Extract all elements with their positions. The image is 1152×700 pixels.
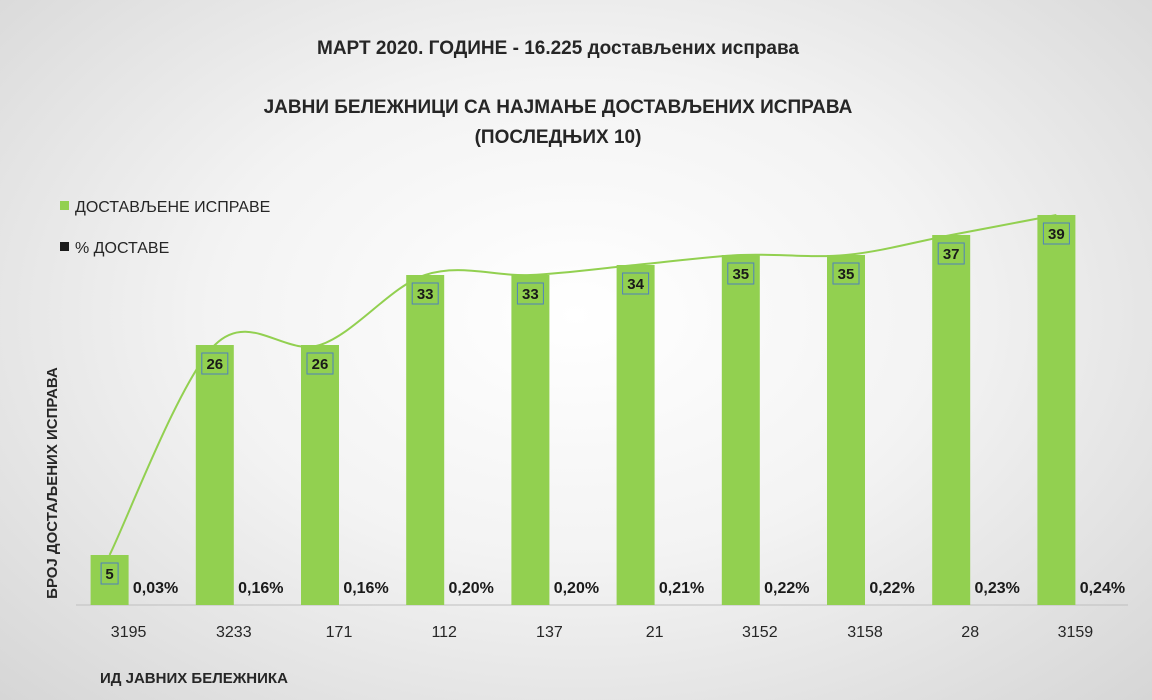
legend-swatch-percent [60,242,69,251]
percent-label-3152: 0,22% [764,580,809,597]
value-label-box-3233 [201,352,229,375]
value-label-box-112 [411,282,439,305]
percent-label-137: 0,20% [554,580,599,597]
value-label-box-171 [306,352,334,375]
percent-labels-group: 0,03% 0,16% 0,16% 0,20% 0,20% 0,21% 0,22% 0,22%… [133,580,1125,597]
bar-3159 [1037,215,1076,605]
value-label-3158: 35 [838,266,855,283]
value-label-box-3159 [1042,222,1070,245]
legend-label-documents: ДОСТАВЉЕНЕ ИСПРАВЕ [75,199,270,216]
value-label-112: 33 [417,286,434,303]
percent-label-21: 0,21% [659,580,704,597]
x-tick-112: 112 [431,624,457,641]
value-label-21: 34 [627,276,644,293]
percent-label-28: 0,23% [975,580,1020,597]
legend-swatch-documents [60,201,69,210]
value-label-box-3158 [832,262,860,285]
value-label-137: 33 [522,286,539,303]
percent-label-171: 0,16% [343,580,388,597]
chart-title: МАРТ 2020. ГОДИНЕ - 16.225 достављених и… [317,38,799,59]
bar-21 [616,265,655,605]
bar-137 [511,275,550,605]
x-ticks-group: 3195 3233 171 112 137 21 3152 3158 28 3159 [111,624,1093,641]
x-tick-3158: 3158 [847,624,883,641]
bar-171 [301,345,339,605]
chart-subtitle-line1: ЈАВНИ БЕЛЕЖНИЦИ СА НАЈМАЊЕ ДОСТАВЉЕНИХ И… [264,97,853,118]
bar-28 [932,235,971,605]
value-label-box-3152 [727,262,755,285]
chart-subtitle-line2: (ПОСЛЕДЊИХ 10) [475,127,642,148]
x-tick-3152: 3152 [742,624,778,641]
bar-3158 [827,255,865,605]
legend: ДОСТАВЉЕНЕ ИСПРАВЕ % ДОСТАВЕ [60,199,270,257]
value-label-171: 26 [312,356,329,373]
value-label-box-3195 [100,562,119,585]
bar-3152 [721,255,760,605]
value-label-3233: 26 [206,356,223,373]
bars-group [90,215,1076,605]
x-tick-21: 21 [646,624,664,641]
value-label-box-137 [516,282,544,305]
x-tick-28: 28 [961,624,979,641]
x-axis-label: ИД ЈАВНИХ БЕЛЕЖНИКА [100,670,288,687]
x-tick-3233: 3233 [216,624,252,641]
legend-label-percent: % ДОСТАВЕ [75,240,169,257]
percent-label-3233: 0,16% [238,580,283,597]
value-labels-group: 5 26 26 33 33 34 35 35 37 39 [100,222,1070,585]
x-tick-3159: 3159 [1058,624,1094,641]
x-tick-3195: 3195 [111,624,147,641]
value-label-box-28 [937,242,965,265]
x-tick-171: 171 [326,624,353,641]
value-label-28: 37 [943,246,960,263]
bar-3233 [195,345,234,605]
x-tick-137: 137 [536,624,563,641]
value-label-3152: 35 [732,266,749,283]
percent-label-3159: 0,24% [1080,580,1125,597]
value-label-3195: 5 [105,566,113,583]
trendline [108,214,1057,556]
percent-label-3158: 0,22% [869,580,914,597]
percent-label-3195: 0,03% [133,580,178,597]
percent-label-112: 0,20% [449,580,494,597]
y-axis-label: БРОЈ ДОСТАЉЕНИХ ИСПРАВА [44,367,61,599]
value-label-3159: 39 [1048,226,1065,243]
value-label-box-21 [622,272,650,295]
bar-112 [406,275,445,605]
